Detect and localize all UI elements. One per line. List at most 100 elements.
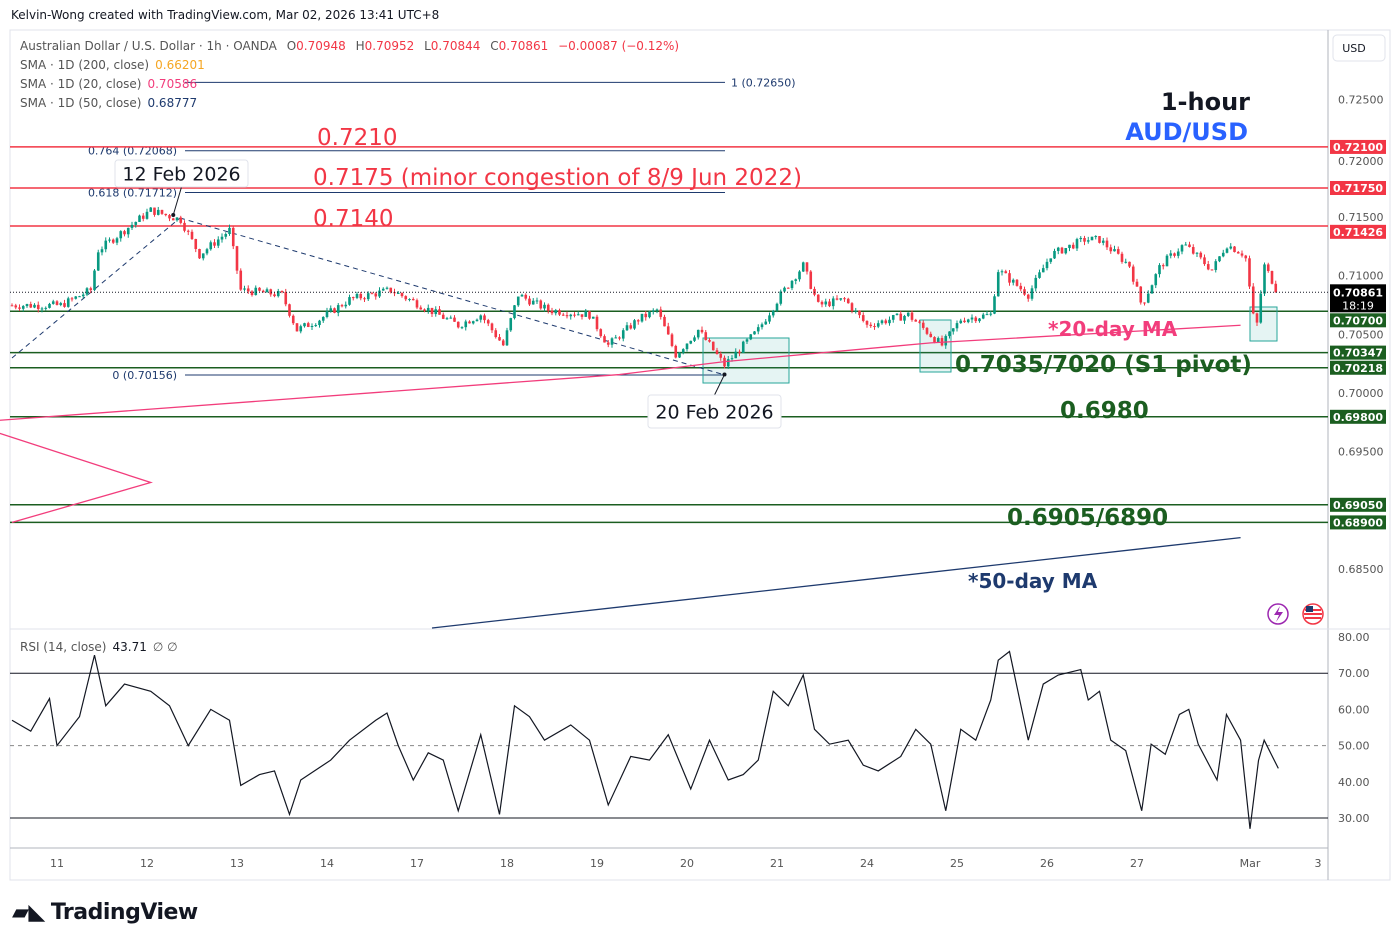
candle bbox=[798, 270, 801, 282]
price-axis-label: 0.71750 bbox=[1330, 181, 1386, 195]
candle-body bbox=[59, 303, 63, 305]
candle-body bbox=[430, 307, 434, 315]
legend-sma20[interactable]: SMA · 1D (20, close) 0.70586 bbox=[20, 77, 197, 91]
candle bbox=[115, 236, 119, 246]
candle-body bbox=[783, 287, 786, 292]
candle-body bbox=[1128, 261, 1131, 267]
candle bbox=[760, 322, 764, 330]
candle bbox=[869, 322, 873, 328]
price-axis-label-bg bbox=[1330, 360, 1386, 375]
countdown: 18:19 bbox=[1342, 299, 1374, 312]
candle bbox=[55, 300, 59, 306]
candle-body bbox=[621, 330, 625, 339]
candle-body bbox=[396, 292, 400, 294]
candle-body bbox=[606, 342, 610, 345]
candle bbox=[1038, 269, 1041, 279]
price-axis-label: 0.70700 bbox=[1330, 313, 1386, 328]
candle-body bbox=[1203, 257, 1206, 265]
rsi-tick: 80.00 bbox=[1338, 631, 1370, 644]
candle-body bbox=[674, 345, 678, 358]
candle-body bbox=[479, 315, 483, 320]
candle bbox=[14, 303, 18, 310]
candle bbox=[1229, 243, 1233, 250]
rsi-legend[interactable]: RSI (14, close) 43.71 ∅ ∅ bbox=[20, 640, 178, 654]
candle bbox=[539, 299, 543, 310]
rsi-tick: 30.00 bbox=[1338, 812, 1370, 825]
candle-body bbox=[1071, 244, 1075, 249]
candle-body bbox=[1090, 236, 1094, 241]
candle bbox=[123, 229, 126, 237]
legend-sma50[interactable]: SMA · 1D (50, close) 0.68777 bbox=[20, 96, 197, 110]
candle-body bbox=[1038, 272, 1041, 278]
candle-body bbox=[689, 340, 693, 344]
candle bbox=[741, 340, 745, 354]
candle bbox=[498, 334, 501, 341]
candle bbox=[843, 297, 846, 302]
highlight-zone bbox=[702, 337, 790, 384]
candle bbox=[768, 312, 771, 324]
candle-body bbox=[273, 294, 276, 297]
candle-body bbox=[1109, 247, 1113, 252]
candle bbox=[483, 313, 486, 324]
currency-button[interactable]: USD bbox=[1332, 34, 1386, 62]
candle-body bbox=[925, 327, 929, 334]
candle bbox=[299, 324, 303, 334]
price-axis-label-text: 0.70218 bbox=[1333, 362, 1383, 375]
candle-body bbox=[565, 315, 569, 317]
candle bbox=[74, 295, 78, 300]
level-annotation: 0.7140 bbox=[313, 206, 393, 232]
candle-body bbox=[25, 304, 29, 307]
fib-label: 0 (0.70156) bbox=[112, 369, 177, 382]
candle-body bbox=[978, 318, 981, 322]
candle bbox=[764, 318, 768, 325]
candle bbox=[216, 236, 220, 249]
candle bbox=[1270, 270, 1274, 285]
legend-sma200[interactable]: SMA · 1D (200, close) 0.66201 bbox=[20, 58, 205, 72]
candle-body bbox=[78, 296, 81, 298]
candle bbox=[89, 286, 93, 294]
candle bbox=[786, 287, 790, 289]
candle bbox=[21, 305, 25, 312]
candle-body bbox=[276, 290, 280, 297]
candle bbox=[880, 319, 884, 325]
candle-body bbox=[104, 240, 108, 250]
candle bbox=[704, 329, 708, 341]
candle-body bbox=[209, 242, 213, 250]
candle bbox=[1165, 254, 1169, 267]
candle-body bbox=[1113, 249, 1116, 252]
candle-body bbox=[21, 306, 25, 309]
candle bbox=[963, 317, 966, 323]
candle-body bbox=[651, 310, 655, 312]
callout-box bbox=[647, 394, 782, 429]
candle bbox=[261, 289, 265, 293]
candle-body bbox=[111, 239, 115, 243]
lightning-icon[interactable] bbox=[1267, 603, 1289, 625]
candle-body bbox=[531, 300, 535, 305]
candle bbox=[543, 302, 546, 312]
candle-body bbox=[329, 308, 333, 312]
candle-body bbox=[10, 305, 14, 307]
candle-body bbox=[861, 315, 865, 321]
candle bbox=[1116, 246, 1120, 255]
candle-body bbox=[891, 315, 895, 320]
price-tick: 0.72500 bbox=[1338, 94, 1384, 107]
candle-body bbox=[1045, 261, 1049, 269]
tradingview-logo[interactable]: ▰◣ TradingView bbox=[12, 900, 198, 925]
candle bbox=[599, 328, 603, 338]
candle bbox=[520, 293, 524, 297]
candle-body bbox=[550, 310, 554, 314]
candle bbox=[681, 348, 685, 355]
brand-name: TradingView bbox=[50, 900, 198, 925]
candle bbox=[993, 294, 996, 315]
candle-body bbox=[1214, 261, 1218, 270]
level-annotation: 0.6980 bbox=[1060, 398, 1149, 424]
candle bbox=[426, 304, 430, 314]
candle bbox=[614, 334, 618, 339]
candle bbox=[850, 302, 854, 314]
candle-body bbox=[299, 326, 303, 332]
candle bbox=[824, 298, 828, 307]
candle bbox=[1064, 247, 1068, 255]
candle bbox=[156, 206, 160, 216]
us-flag-icon[interactable] bbox=[1302, 603, 1324, 625]
